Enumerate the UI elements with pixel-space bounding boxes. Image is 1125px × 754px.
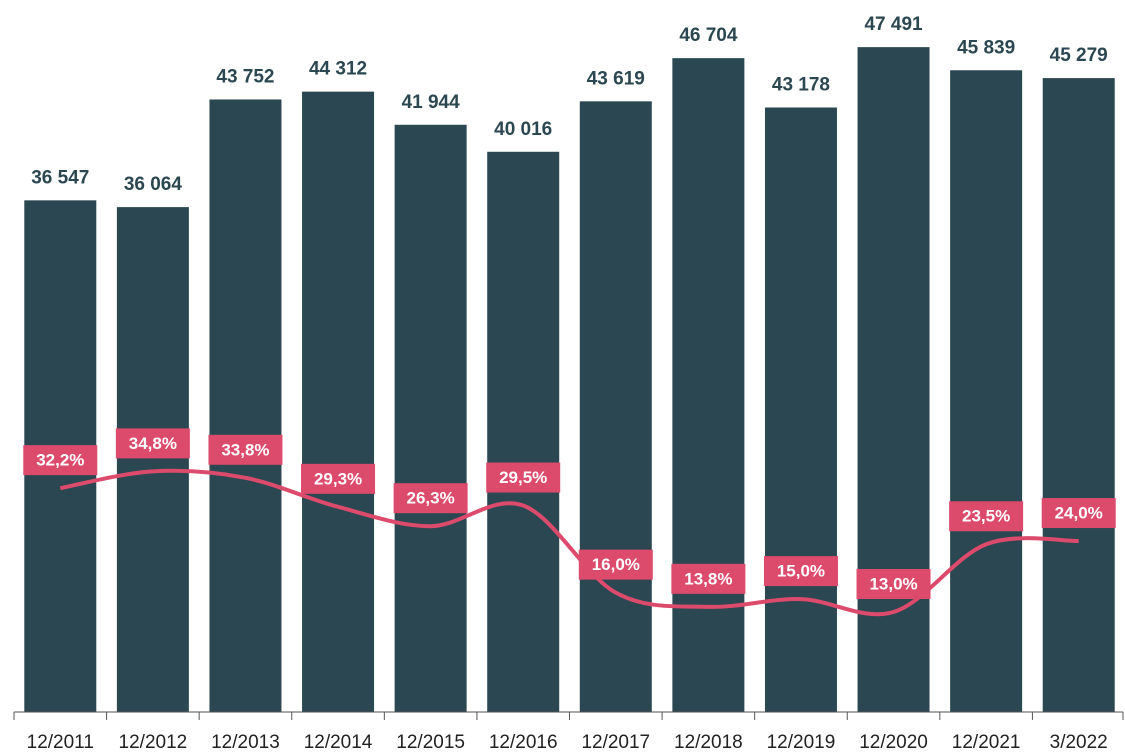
bar — [950, 70, 1023, 712]
value-label: 45 279 — [1050, 45, 1108, 66]
value-label: 43 752 — [216, 66, 274, 87]
x-tick-label: 12/2013 — [211, 732, 280, 753]
label-box — [393, 483, 468, 514]
x-tick-label: 12/2018 — [674, 732, 743, 753]
value-label: 36 064 — [124, 174, 183, 195]
value-label: 29,3% — [314, 469, 362, 488]
x-tick-label: 3/2022 — [1050, 732, 1108, 753]
x-tick-label: 12/2017 — [581, 732, 650, 753]
label-box — [763, 556, 838, 587]
value-label: 13,0% — [869, 574, 917, 593]
x-tick-label: 12/2016 — [489, 732, 558, 753]
value-label: 23,5% — [962, 507, 1010, 526]
x-tick-label: 12/2020 — [859, 732, 928, 753]
bar — [672, 58, 745, 713]
value-label: 40 016 — [494, 119, 552, 140]
x-tick-label: 12/2011 — [27, 732, 94, 753]
value-label: 29,5% — [499, 468, 547, 487]
label-box — [949, 501, 1024, 532]
value-label: 24,0% — [1055, 504, 1103, 523]
label-box — [301, 463, 376, 494]
value-label: 13,8% — [684, 569, 732, 588]
label-box — [486, 462, 561, 493]
label-box — [1041, 498, 1116, 529]
x-tick-label: 12/2012 — [119, 732, 188, 753]
bar — [579, 101, 652, 713]
label-box — [578, 549, 653, 580]
bar — [764, 107, 837, 713]
bar — [394, 124, 467, 712]
value-label: 43 178 — [772, 75, 830, 96]
bar — [302, 91, 375, 712]
value-label: 47 491 — [864, 14, 923, 35]
x-tick-label: 12/2021 — [952, 732, 1021, 753]
bar — [1042, 78, 1115, 713]
x-tick-label: 12/2014 — [304, 732, 373, 753]
value-label: 26,3% — [407, 489, 455, 508]
label-box — [671, 563, 746, 594]
line — [59, 468, 1079, 617]
value-label: 32,2% — [36, 451, 84, 470]
value-label: 34,8% — [129, 434, 177, 453]
value-label: 43 619 — [587, 68, 645, 89]
value-label: 41 944 — [402, 92, 461, 113]
value-label: 46 704 — [679, 25, 738, 46]
value-label: 45 839 — [957, 37, 1015, 58]
bar — [209, 99, 282, 713]
value-label: 36 547 — [31, 167, 89, 188]
bar — [116, 207, 189, 712]
bar — [487, 151, 560, 712]
label-box — [23, 445, 98, 476]
x-tick-label: 12/2019 — [767, 732, 836, 753]
value-label: 15,0% — [777, 562, 825, 581]
label-box — [856, 569, 931, 599]
value-label: 33,8% — [221, 440, 269, 459]
value-label: 16,0% — [592, 555, 640, 574]
label-box — [208, 434, 283, 465]
bar — [857, 47, 930, 713]
value-label: 44 312 — [309, 59, 367, 80]
x-tick-label: 12/2015 — [396, 732, 465, 753]
label-box — [115, 428, 190, 459]
